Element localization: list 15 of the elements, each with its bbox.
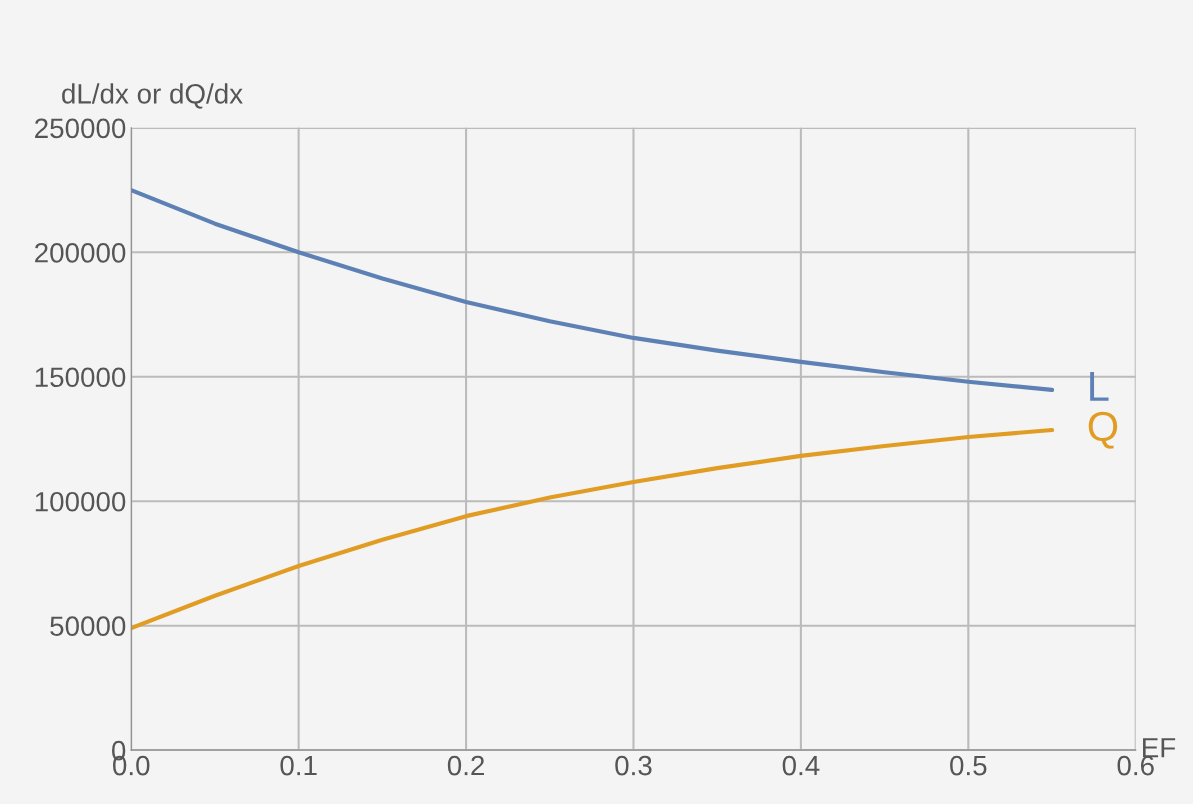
y-tick-label: 50000 [50, 616, 126, 637]
x-tick-label: 0.4 [782, 755, 820, 776]
x-tick-label: 0.3 [615, 755, 652, 776]
x-tick-label: 0.2 [447, 755, 484, 776]
y-axis-title: dL/dx or dQ/dx [62, 83, 243, 109]
y-tick-label: 200000 [35, 242, 126, 263]
line-series [131, 187, 1055, 393]
y-tick-label: 150000 [35, 367, 126, 388]
series-label: Q [1088, 411, 1118, 449]
x-tick-label: 0.1 [280, 755, 317, 776]
y-tick-label: 250000 [35, 118, 126, 139]
y-tick-label: 100000 [35, 491, 126, 512]
series-label: L [1090, 372, 1109, 401]
x-tick-label: 0.5 [950, 755, 987, 776]
line-series [131, 427, 1055, 631]
